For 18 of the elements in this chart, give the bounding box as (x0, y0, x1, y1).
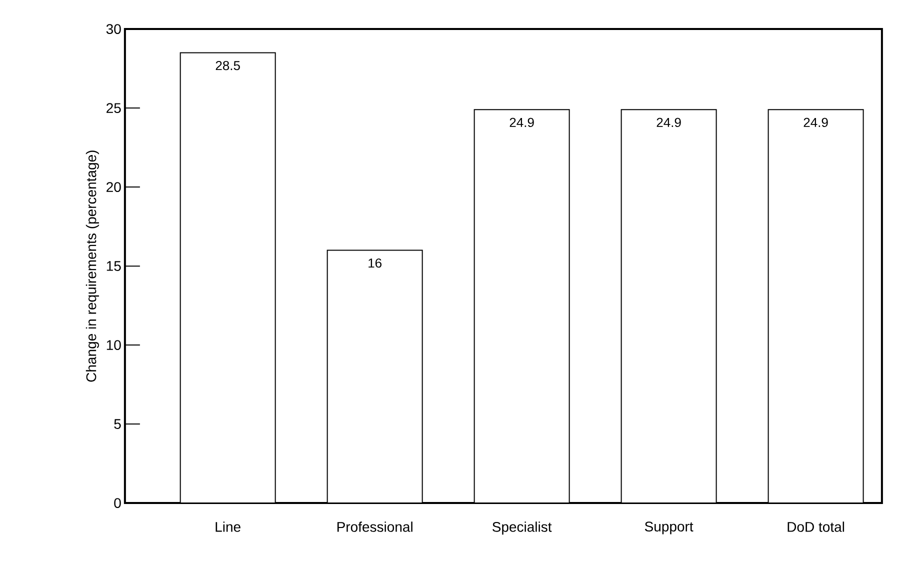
y-tick-label: 20 (106, 182, 121, 192)
y-tick-label: 15 (106, 261, 121, 271)
x-tick-label: Support (644, 522, 694, 534)
y-axis-title: Change in requirements (percentage) (86, 150, 99, 382)
x-tick-label: DoD total (788, 522, 844, 532)
data-label: 16 (368, 258, 382, 268)
data-label: 24.9 (804, 118, 828, 128)
y-tick-label: 25 (106, 103, 121, 114)
data-label: 28.5 (216, 60, 240, 70)
x-tick-label: Specialist (492, 522, 552, 535)
x-tick-label: Professional (337, 522, 412, 532)
data-label: 24.9 (510, 118, 534, 128)
y-tick-label: 0 (114, 498, 121, 508)
y-tick-label: 5 (114, 419, 121, 429)
y-tick-label: 30 (106, 24, 121, 34)
x-tick-label: Line (216, 522, 240, 532)
data-label: 24.9 (656, 118, 681, 128)
y-tick-label: 10 (106, 340, 121, 350)
